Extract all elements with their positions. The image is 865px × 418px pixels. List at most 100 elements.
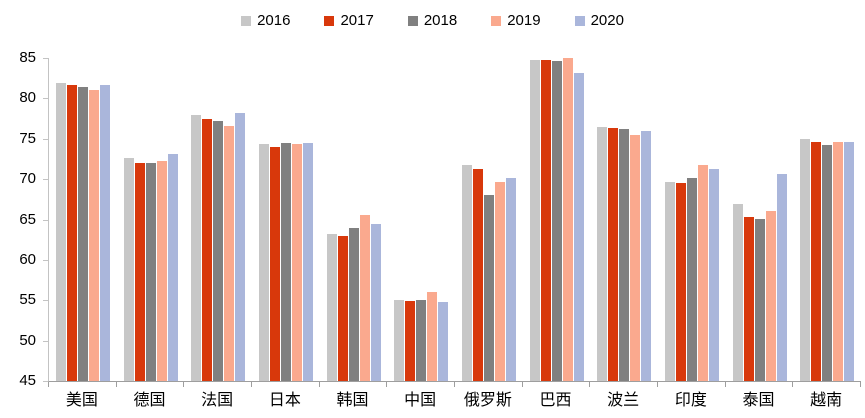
bar-group-俄罗斯 <box>455 58 523 381</box>
bar-法国-2018 <box>213 121 224 381</box>
bar-group-印度 <box>658 58 726 381</box>
bar-巴西-2020 <box>573 72 584 381</box>
legend-label: 2020 <box>590 12 624 29</box>
x-axis-category-label: 波兰 <box>607 392 640 409</box>
y-axis-tick-mark <box>43 179 48 181</box>
x-axis-tick-mark <box>318 382 320 387</box>
x-axis-tick-mark <box>860 382 861 387</box>
bar-韩国-2017 <box>337 235 348 381</box>
y-axis-tick-label: 45 <box>19 372 36 389</box>
bar-印度-2019 <box>697 165 708 381</box>
x-axis-category-label: 巴西 <box>539 392 572 409</box>
bar-德国-2019 <box>156 161 167 381</box>
bar-group-巴西 <box>523 58 591 381</box>
x-axis-category-label: 日本 <box>268 392 301 409</box>
bar-group-法国 <box>184 58 252 381</box>
x-axis-category-label: 印度 <box>674 392 707 409</box>
bar-日本-2020 <box>302 142 313 381</box>
bar-越南-2017 <box>811 142 822 381</box>
bar-泰国-2017 <box>743 217 754 381</box>
bar-印度-2016 <box>664 182 675 381</box>
x-axis-category-label: 俄罗斯 <box>463 392 512 409</box>
bar-越南-2016 <box>800 138 811 381</box>
legend-item-2020: 2020 <box>574 12 624 30</box>
bar-波兰-2018 <box>619 129 630 381</box>
bar-韩国-2018 <box>348 227 359 381</box>
legend-swatch <box>574 16 585 26</box>
bar-越南-2019 <box>833 142 844 381</box>
x-axis-tick-mark <box>454 382 455 387</box>
bar-泰国-2020 <box>776 173 787 381</box>
bar-中国-2016 <box>394 300 405 381</box>
bar-法国-2020 <box>235 112 246 381</box>
y-axis-tick-mark <box>43 259 48 261</box>
bar-韩国-2019 <box>359 214 370 381</box>
bar-印度-2020 <box>708 169 719 381</box>
y-axis-tick-label: 85 <box>19 49 36 66</box>
bar-俄罗斯-2019 <box>494 181 505 381</box>
bar-日本-2018 <box>280 142 291 381</box>
bar-俄罗斯-2018 <box>483 195 494 381</box>
bar-groups <box>49 58 861 381</box>
y-axis-tick-label: 55 <box>19 291 36 309</box>
bar-美国-2017 <box>66 84 77 381</box>
x-axis-tick-mark <box>386 382 388 387</box>
bar-法国-2019 <box>224 125 235 381</box>
chart-legend: 2016 2017 2018 2019 2020 <box>0 12 865 30</box>
y-axis-tick-label: 75 <box>19 129 36 147</box>
x-axis-tick-mark <box>657 382 658 387</box>
bar-波兰-2019 <box>630 134 641 381</box>
bar-德国-2018 <box>145 163 156 381</box>
bar-波兰-2016 <box>597 126 608 381</box>
legend-swatch <box>324 16 335 26</box>
legend-label: 2017 <box>340 12 374 29</box>
bar-中国-2018 <box>416 300 427 381</box>
bar-法国-2016 <box>191 114 202 381</box>
y-axis-tick-label: 70 <box>19 170 36 188</box>
x-axis-tick-mark <box>792 382 794 387</box>
x-axis-category-label: 美国 <box>65 392 98 409</box>
y-axis-tick-mark <box>43 98 48 100</box>
x-axis-category-label: 中国 <box>404 392 437 409</box>
bar-越南-2018 <box>822 145 833 381</box>
y-axis-tick-mark <box>43 138 48 140</box>
legend-item-2018: 2018 <box>407 12 458 30</box>
legend-swatch <box>491 16 502 26</box>
x-axis-tick-mark <box>115 382 117 387</box>
bar-韩国-2020 <box>370 223 381 381</box>
legend-item-2017: 2017 <box>324 12 374 30</box>
bar-韩国-2016 <box>326 234 337 381</box>
bar-group-日本 <box>252 58 320 381</box>
y-axis-tick-label: 65 <box>19 210 36 228</box>
plot-area <box>48 58 861 382</box>
x-axis-tick-mark <box>589 382 591 387</box>
bar-美国-2018 <box>77 87 88 381</box>
bar-印度-2017 <box>675 183 686 381</box>
x-axis-category-label: 德国 <box>133 392 166 409</box>
bar-巴西-2019 <box>562 58 573 381</box>
bar-group-中国 <box>387 58 455 381</box>
bar-日本-2019 <box>291 144 302 381</box>
bar-巴西-2017 <box>540 59 551 381</box>
bar-美国-2016 <box>55 83 66 381</box>
bar-俄罗斯-2016 <box>461 164 472 381</box>
bar-group-韩国 <box>320 58 388 381</box>
bar-美国-2020 <box>99 84 110 381</box>
legend-label: 2018 <box>423 12 458 29</box>
legend-swatch <box>407 16 418 26</box>
bar-俄罗斯-2017 <box>472 169 483 381</box>
bar-group-美国 <box>49 58 117 381</box>
x-axis-tick-mark <box>521 382 523 387</box>
y-axis-tick-label: 50 <box>19 331 36 349</box>
legend-item-2019: 2019 <box>491 12 541 30</box>
x-axis-category-label: 越南 <box>810 392 843 409</box>
bar-巴西-2018 <box>551 61 562 381</box>
x-axis-category-label: 韩国 <box>336 392 369 409</box>
bar-日本-2016 <box>258 144 269 381</box>
x-axis-category-label: 法国 <box>201 392 234 409</box>
bar-波兰-2017 <box>608 128 619 381</box>
y-axis-tick-label: 80 <box>19 89 36 107</box>
bar-德国-2017 <box>134 163 145 381</box>
bar-日本-2017 <box>269 146 280 381</box>
y-axis-tick-mark <box>43 340 48 342</box>
